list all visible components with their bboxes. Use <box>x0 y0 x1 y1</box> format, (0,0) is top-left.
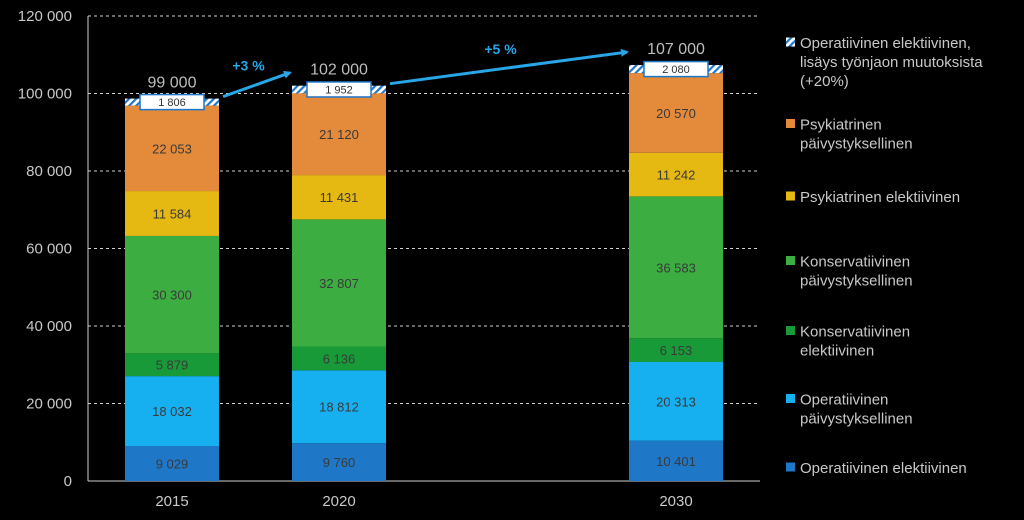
x-tick-label: 2015 <box>155 493 188 510</box>
legend: Operatiivinen elektiivinen, lisäys työnja… <box>786 35 983 477</box>
legend-label: Operatiivinen elektiivinen, <box>800 35 971 52</box>
small-value-box <box>139 93 205 111</box>
data-label: 36 583 <box>656 260 696 275</box>
bar-segment <box>629 196 723 339</box>
legend-label: Konservatiivinen <box>800 254 910 271</box>
total-label: 107 000 <box>647 41 705 58</box>
bars: 9 029 18 032 5 879 30 300 11 584 22 053 1 806 9… <box>125 41 723 481</box>
data-label: 18 032 <box>152 404 192 419</box>
bar-segment <box>629 152 723 197</box>
data-label: 1 952 <box>325 84 353 96</box>
growth-arrow <box>389 48 629 86</box>
y-tick-label: 60 000 <box>26 241 72 258</box>
y-tick-label: 40 000 <box>26 318 72 335</box>
data-label: 22 053 <box>152 141 192 156</box>
legend-swatch <box>786 37 795 47</box>
data-label: 11 584 <box>153 207 192 222</box>
data-label: 5 879 <box>156 358 189 373</box>
growth-label: +3 % <box>232 58 265 74</box>
bar-segment <box>629 361 723 441</box>
data-label: 2 080 <box>662 64 690 76</box>
bar-segment <box>125 105 219 192</box>
data-label: 10 401 <box>656 454 696 469</box>
annotations: +3 % +5 % <box>222 41 629 99</box>
data-label: 30 300 <box>152 288 192 303</box>
total-label: 102 000 <box>310 62 368 79</box>
legend-swatch <box>786 394 795 403</box>
y-tick-label: 20 000 <box>26 396 72 413</box>
legend-label: elektiivinen <box>800 343 874 360</box>
legend-swatch <box>786 119 795 128</box>
bar-segment <box>125 376 219 447</box>
bar-segment <box>629 73 723 153</box>
bar-segment <box>125 235 219 354</box>
data-label: 32 807 <box>319 276 359 291</box>
bar-segment <box>125 446 219 481</box>
data-label: 6 136 <box>323 351 356 366</box>
y-tick-label: 80 000 <box>26 163 72 180</box>
data-label: 9 760 <box>323 455 356 470</box>
legend-swatch <box>786 256 795 265</box>
data-label: 20 570 <box>656 106 696 121</box>
bar-segment <box>125 353 219 377</box>
growth-arrow <box>222 70 292 99</box>
bar-segment <box>292 443 386 481</box>
bar-segment <box>292 175 386 220</box>
bar-segment <box>292 346 386 371</box>
bar-segment <box>629 440 723 481</box>
x-tick-label: 2030 <box>659 493 692 510</box>
growth-label: +5 % <box>484 41 517 57</box>
x-tick-label: 2020 <box>322 493 355 510</box>
bar-segment <box>292 370 386 444</box>
legend-label: päivystyksellinen <box>800 411 913 428</box>
axes: 0 20 000 40 000 60 000 80 000 100 000 120 000 2… <box>18 8 760 510</box>
legend-swatch <box>786 326 795 335</box>
legend-label: lisäys työnjaon muutoksista <box>800 54 983 71</box>
legend-label: päivystyksellinen <box>800 136 913 153</box>
y-tick-label: 120 000 <box>18 8 72 25</box>
legend-label: Operatiivinen <box>800 392 888 409</box>
data-label: 1 806 <box>158 97 186 109</box>
y-tick-label: 100 000 <box>18 86 72 103</box>
legend-label: päivystyksellinen <box>800 273 913 290</box>
bar-segment <box>125 191 219 236</box>
legend-swatch <box>786 191 795 201</box>
data-label: 21 120 <box>319 127 359 142</box>
bar-segment <box>629 338 723 362</box>
legend-label: Operatiivinen elektiivinen <box>800 460 967 477</box>
legend-label: (+20%) <box>800 73 849 90</box>
data-label: 9 029 <box>156 457 189 472</box>
data-label: 6 153 <box>660 343 693 358</box>
bar-segment <box>292 93 386 176</box>
y-tick-label: 0 <box>64 473 72 490</box>
legend-label: Konservatiivinen <box>800 324 910 341</box>
data-label: 11 431 <box>320 190 359 205</box>
small-value-box <box>643 60 709 78</box>
bar-segment <box>292 219 386 347</box>
legend-swatch <box>786 462 795 472</box>
total-label: 99 000 <box>148 75 197 92</box>
legend-label: Psykiatrinen elektiivinen <box>800 189 960 206</box>
data-label: 11 242 <box>657 168 696 183</box>
small-value-box <box>306 81 372 98</box>
legend-label: Psykiatrinen <box>800 117 882 134</box>
data-label: 20 313 <box>656 394 696 409</box>
data-label: 18 812 <box>319 400 359 415</box>
